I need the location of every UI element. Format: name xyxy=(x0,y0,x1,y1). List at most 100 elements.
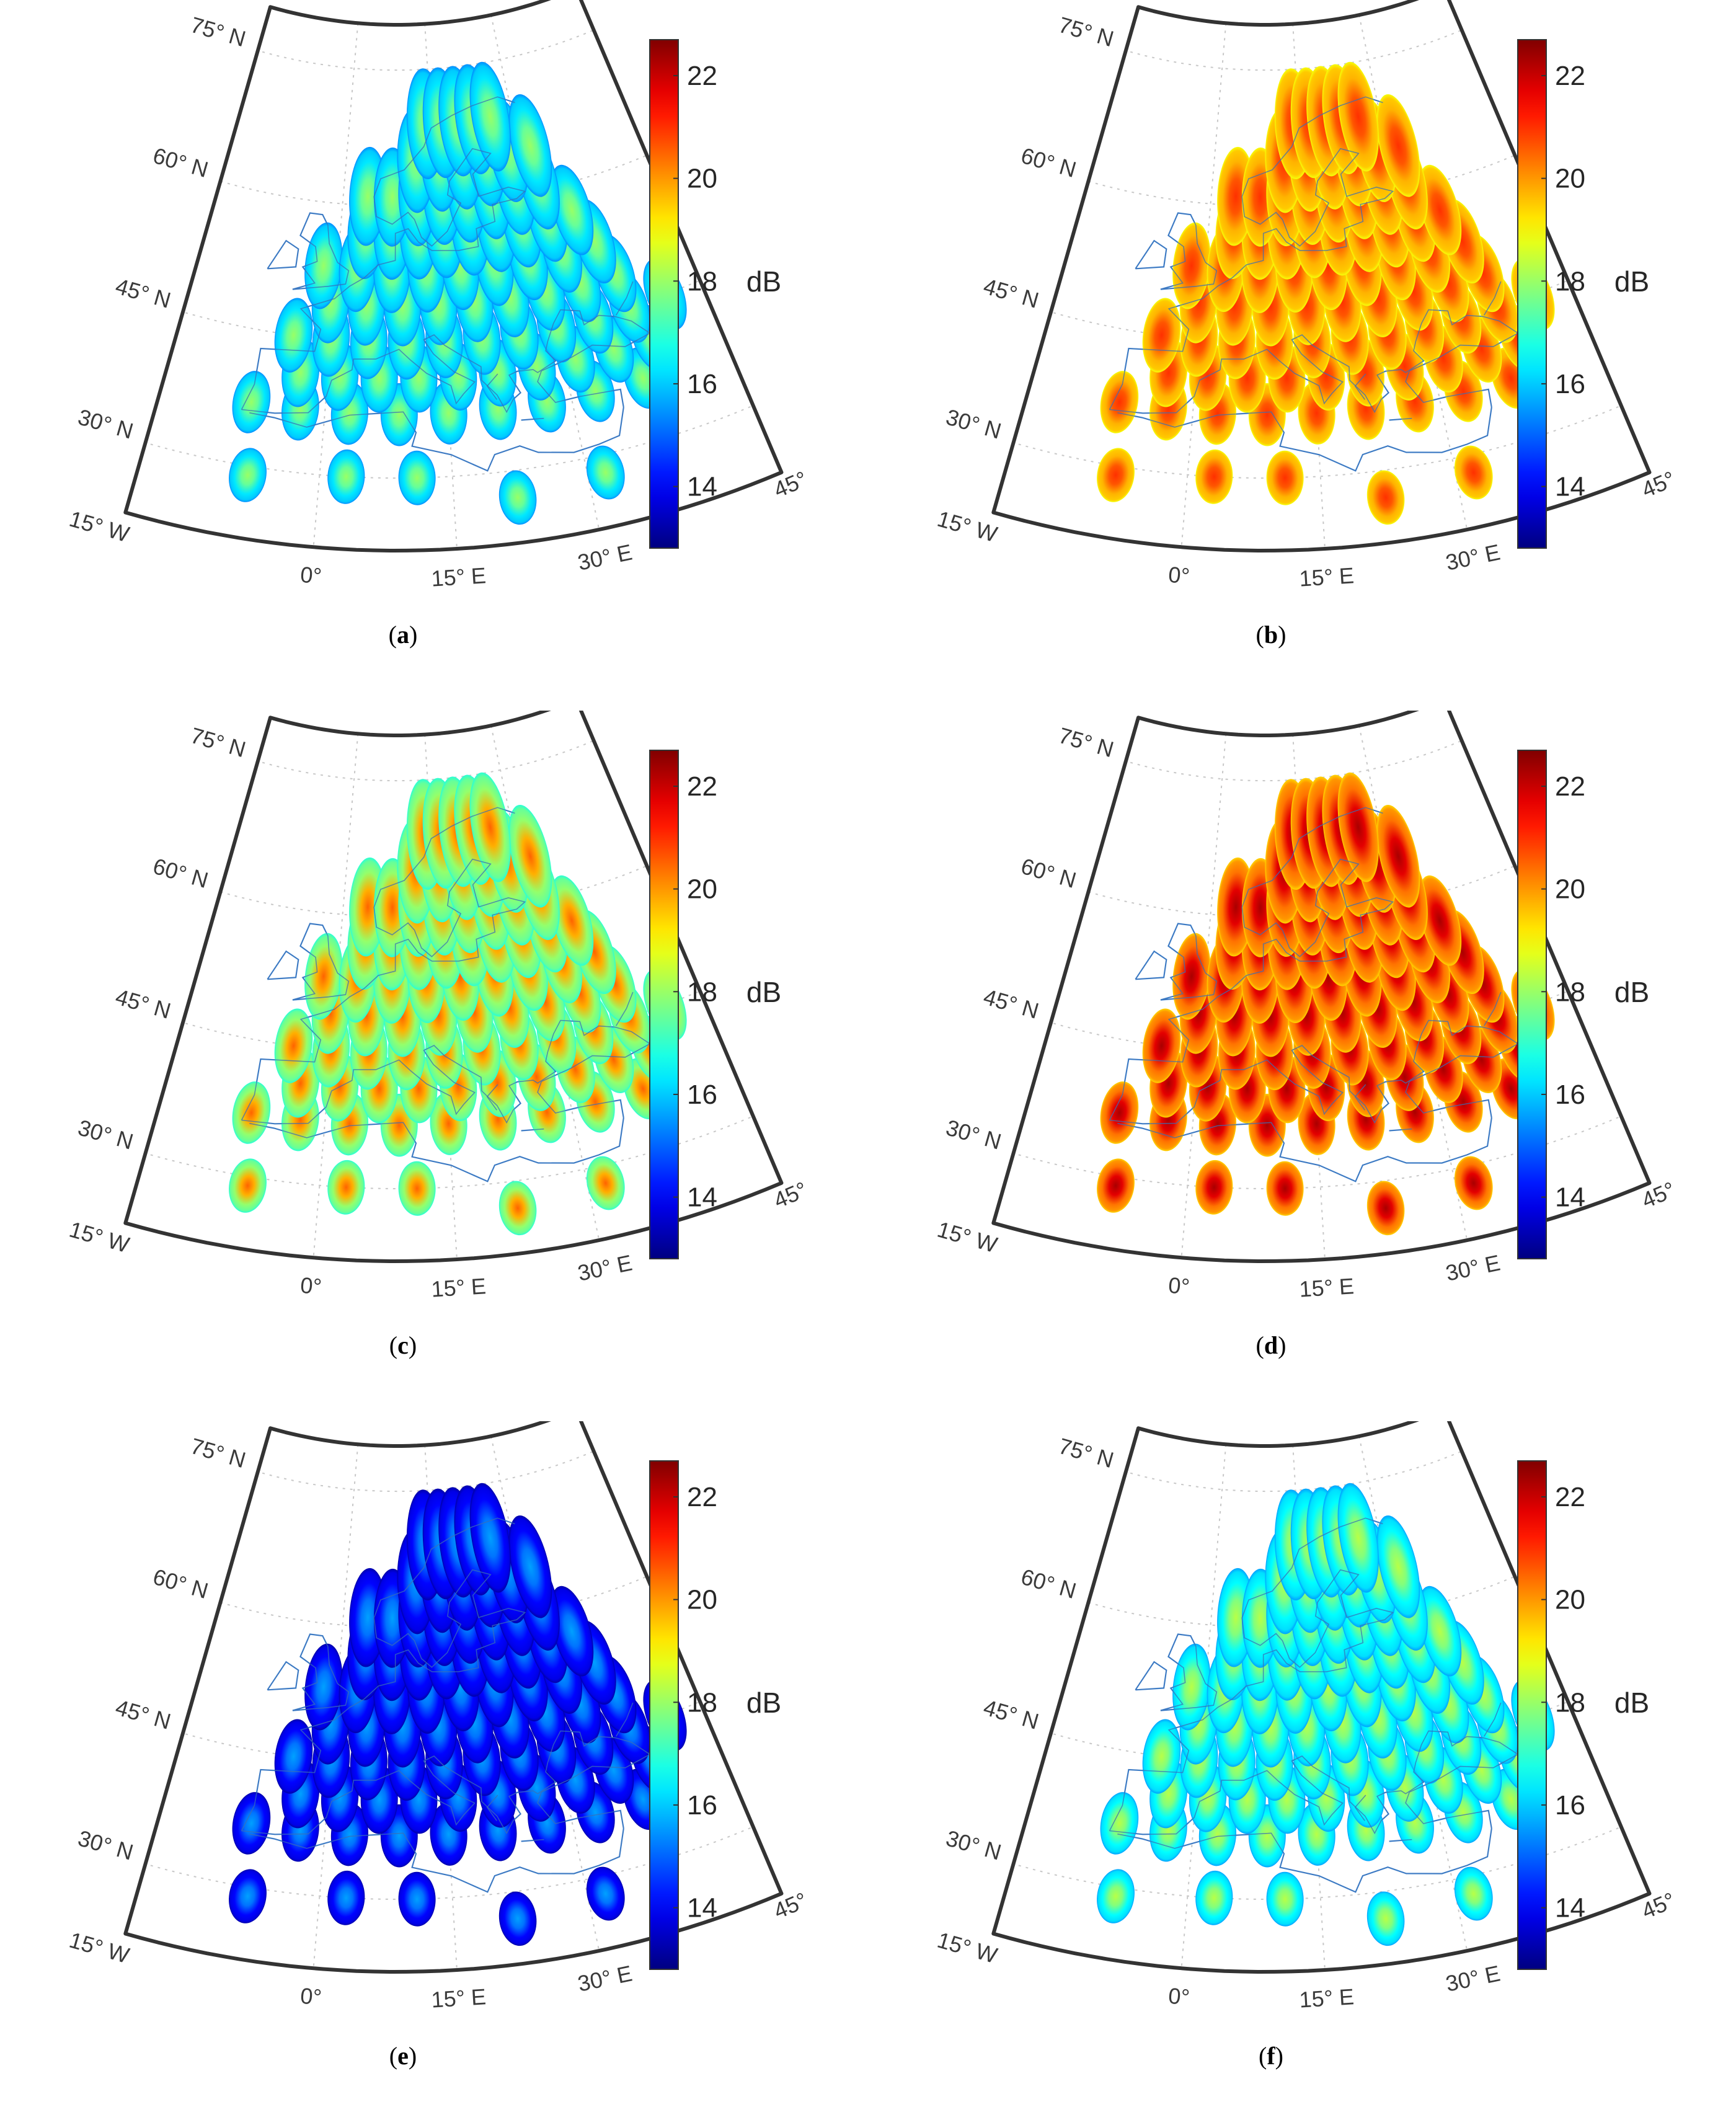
beam-spot xyxy=(469,1483,511,1593)
colorbar-tick-label: 18 xyxy=(1555,266,1585,296)
coastline-overlay xyxy=(1109,1730,1519,1835)
colorbar-tick-label: 22 xyxy=(687,1482,717,1512)
colorbar-unit-label: dB xyxy=(746,976,781,1008)
beam-spot xyxy=(1266,450,1304,505)
beam-spot xyxy=(586,445,625,500)
colorbar-tick-label: 14 xyxy=(687,1893,717,1923)
coastline-overlay xyxy=(267,1661,299,1691)
colorbar-tick-label: 14 xyxy=(687,472,717,502)
map-frame-d xyxy=(991,711,1652,1263)
colorbar-e xyxy=(649,1460,679,1970)
beam-spot xyxy=(1266,1161,1304,1216)
colorbar-unit-label: dB xyxy=(1614,1687,1649,1719)
lon-label: 15° E xyxy=(1298,562,1355,591)
coastline-overlay xyxy=(1389,1839,1412,1842)
coastline-overlay xyxy=(1160,923,1218,1001)
beam-spot xyxy=(1454,445,1493,500)
beam-spot xyxy=(327,1870,365,1925)
colorbar-tick-label: 18 xyxy=(687,977,717,1007)
colorbar-tick-label: 20 xyxy=(687,1585,717,1615)
colorbar-tick-label: 22 xyxy=(687,61,717,91)
beam-spot xyxy=(586,1156,625,1210)
coastline-overlay xyxy=(1109,1517,1394,1831)
beam-spot xyxy=(1337,1483,1379,1593)
coastline-overlay xyxy=(1117,1117,1492,1182)
coastline-overlay xyxy=(241,1517,526,1831)
coastline-overlay xyxy=(292,923,350,1001)
colorbar-a xyxy=(649,39,679,549)
beam-spot xyxy=(274,1008,313,1083)
lon-label: 15° E xyxy=(430,1984,487,2012)
lon-label: 15° W xyxy=(934,1927,1000,1969)
map-area-a xyxy=(125,0,782,551)
colorbar-tick-label: 16 xyxy=(687,1790,717,1821)
map-frame-a xyxy=(123,0,784,552)
beam-spot xyxy=(1454,1866,1493,1921)
parallel-line xyxy=(993,392,1650,479)
lat-label: 60° N xyxy=(1018,1564,1079,1604)
beam-spot xyxy=(1376,94,1420,197)
beam-spot xyxy=(398,1161,436,1216)
beam-spot xyxy=(229,448,267,502)
coastline-overlay xyxy=(1117,1828,1492,1893)
chart-svg-d: 75° N60° N45° N30° N15° W0° 15° E30° E45°… xyxy=(934,711,1674,1302)
coastline-overlay xyxy=(1484,991,1502,1026)
caption-c: (c) xyxy=(389,1331,417,1359)
lat-label: 45° N xyxy=(113,273,174,313)
chart-svg-b: 75° N60° N45° N30° N15° W0° 15° E30° E45°… xyxy=(934,0,1674,592)
colorbar-tick-label: 22 xyxy=(1555,1482,1585,1512)
map-area-f xyxy=(993,1421,1650,1972)
colorbar-tick-label: 20 xyxy=(1555,1585,1585,1615)
beam-spot xyxy=(1100,1081,1139,1144)
coastline-overlay xyxy=(241,1730,651,1835)
colorbar-tick-label: 22 xyxy=(1555,61,1585,91)
lat-label: 30° N xyxy=(75,1114,136,1154)
lon-label: 15° W xyxy=(934,1217,1000,1258)
colorbar-tick-label: 22 xyxy=(1555,771,1585,802)
beam-spot xyxy=(398,450,436,505)
colorbar-b xyxy=(1517,39,1547,549)
coastline-overlay xyxy=(1160,212,1218,290)
parallel-line xyxy=(993,1813,1650,1901)
lat-label: 45° N xyxy=(981,273,1042,313)
beam-spot xyxy=(1376,1515,1420,1618)
caption-e: (e) xyxy=(389,2042,417,2070)
lat-label: 30° N xyxy=(943,1825,1004,1865)
coastline-overlay xyxy=(1109,807,1394,1120)
beam-spot xyxy=(1100,371,1139,433)
map-frame-b xyxy=(991,0,1652,552)
coastline-overlay xyxy=(1109,96,1394,410)
caption-d-letter: d xyxy=(1264,1331,1278,1359)
lat-label: 75° N xyxy=(188,1433,249,1473)
beam-spot xyxy=(398,1871,436,1927)
beam-spot xyxy=(1366,470,1405,525)
lat-label: 75° N xyxy=(1056,12,1117,51)
lon-label: 30° E xyxy=(1443,539,1502,575)
lat-label: 60° N xyxy=(150,143,211,182)
beam-spot xyxy=(1266,1871,1304,1927)
coastline-overlay xyxy=(521,417,544,421)
beam-spot xyxy=(1337,772,1379,882)
lon-label: 30° E xyxy=(575,1960,634,1996)
caption-f-letter: f xyxy=(1267,2042,1275,2070)
parallel-line xyxy=(993,1102,1650,1190)
beam-spot xyxy=(550,164,594,255)
caption-a-letter: a xyxy=(397,621,409,649)
coastline-overlay xyxy=(1135,1661,1167,1691)
chart-svg-e: 75° N60° N45° N30° N15° W0° 15° E30° E45°… xyxy=(66,1421,806,2013)
caption-e-letter: e xyxy=(397,2042,409,2070)
lat-label: 60° N xyxy=(1018,143,1079,182)
coastline-overlay xyxy=(1135,950,1167,980)
colorbar-unit-label: dB xyxy=(1614,265,1649,298)
coastline-overlay xyxy=(249,1117,624,1182)
lon-label: 30° E xyxy=(575,539,634,575)
lon-label: 15° W xyxy=(66,1927,132,1969)
beam-spot xyxy=(1097,448,1135,502)
colorbar-tick-label: 18 xyxy=(1555,977,1585,1007)
colorbar-tick-label: 20 xyxy=(687,874,717,905)
lat-label: 45° N xyxy=(981,1695,1042,1734)
caption-a: (a) xyxy=(388,621,418,649)
coastline-overlay xyxy=(1389,1128,1412,1132)
beam-spot xyxy=(1100,1792,1139,1855)
lat-label: 75° N xyxy=(1056,722,1117,762)
